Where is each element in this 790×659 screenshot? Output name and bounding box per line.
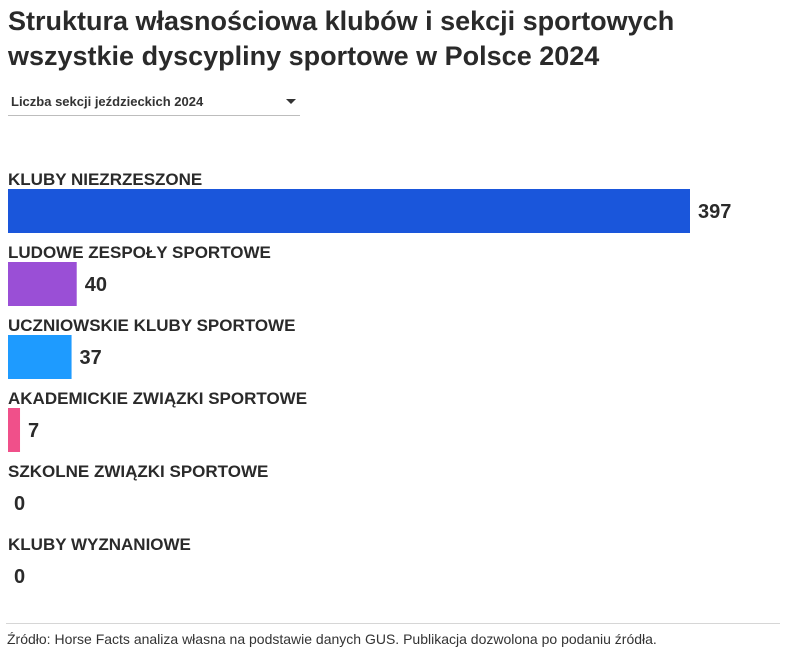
category-label: LUDOWE ZESPOŁY SPORTOWE bbox=[8, 243, 271, 262]
metric-dropdown-value: Liczba sekcji jeździeckich 2024 bbox=[11, 94, 204, 109]
chart-title: Struktura własnościowa klubów i sekcji s… bbox=[8, 4, 778, 74]
bar[interactable] bbox=[8, 335, 72, 379]
category-label: SZKOLNE ZWIĄZKI SPORTOWE bbox=[8, 462, 268, 481]
value-label: 0 bbox=[14, 566, 25, 588]
chevron-down-icon[interactable] bbox=[286, 99, 296, 104]
bar-chart: KLUBY NIEZRZESZONE 397 LUDOWE ZESPOŁY SPOR… bbox=[8, 170, 731, 588]
title-line-1: Struktura własnościowa klubów i sekcji s… bbox=[8, 6, 675, 36]
bar[interactable] bbox=[8, 189, 690, 233]
bar[interactable] bbox=[8, 408, 21, 452]
bar[interactable] bbox=[8, 262, 77, 306]
category-label: KLUBY WYZNANIOWE bbox=[8, 535, 191, 554]
value-label: 397 bbox=[698, 201, 731, 223]
source-note: Źródło: Horse Facts analiza własna na po… bbox=[7, 631, 657, 647]
footer-divider bbox=[6, 623, 780, 624]
value-label: 7 bbox=[28, 420, 39, 442]
title-line-2: wszystkie dyscypliny sportowe w Polsce 2… bbox=[8, 41, 600, 71]
category-label: UCZNIOWSKIE KLUBY SPORTOWE bbox=[8, 316, 295, 335]
metric-dropdown[interactable]: Liczba sekcji jeździeckich 2024 bbox=[8, 88, 300, 116]
category-label: KLUBY NIEZRZESZONE bbox=[8, 170, 202, 189]
value-label: 37 bbox=[80, 347, 102, 369]
value-label: 40 bbox=[85, 274, 107, 296]
value-label: 0 bbox=[14, 493, 25, 515]
category-label: AKADEMICKIE ZWIĄZKI SPORTOWE bbox=[8, 389, 307, 408]
